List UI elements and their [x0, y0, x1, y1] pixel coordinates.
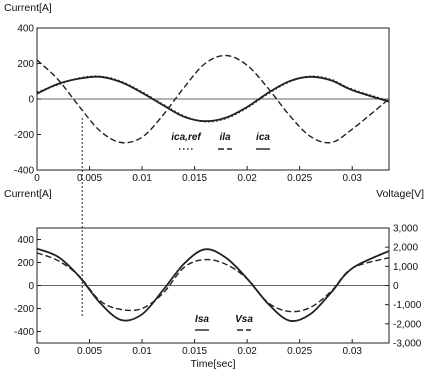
y-tick-label: 0 [28, 281, 34, 292]
y-tick-label: 400 [17, 24, 34, 35]
x-tick-label: 0.01 [132, 346, 152, 357]
chart-2: -400 -200 0 200 400 -3,000 -2,000 -1,000 0 1,000 2… [4, 188, 424, 370]
y-tick-label: 200 [17, 59, 34, 70]
legend-label: Vsa [235, 314, 253, 325]
x-tick-label: 0.025 [287, 173, 312, 184]
series-line-ica [37, 75, 389, 123]
y-tick-label: -400 [14, 327, 34, 338]
y2-tick-label: -2,000 [393, 319, 422, 330]
y-tick-label: -400 [14, 166, 34, 177]
y-tick-label: -200 [14, 130, 34, 141]
legend-label: ica [256, 132, 270, 143]
x-tick-label: 0.02 [237, 173, 257, 184]
legend-label: ila [219, 132, 231, 143]
legend-label: Isa [195, 314, 209, 325]
x-tick-label: 0.02 [237, 346, 257, 357]
y2-axis-title: Voltage[V] [376, 188, 424, 200]
x-tick-label: 0.03 [342, 173, 362, 184]
y-tick-label: -200 [14, 304, 34, 315]
y-tick-label: 0 [28, 95, 34, 106]
x-tick-label: 0.01 [132, 173, 152, 184]
x-tick-label: 0.025 [287, 346, 312, 357]
x-tick-label: 0 [34, 346, 40, 357]
y2-tick-label: 1,000 [393, 262, 418, 273]
y2-tick-label: 0 [393, 281, 399, 292]
x-tick-label: 0 [34, 173, 40, 184]
y2-tick-label: 3,000 [393, 224, 418, 235]
series-line-ila [37, 54, 389, 144]
chart-1: -400 -200 0 200 400 0 0.005 0.01 0.015 0.02 0.025 0… [4, 2, 390, 184]
y-axis-title: Current[A] [4, 2, 52, 14]
x-tick-label: 0.005 [77, 346, 102, 357]
y2-tick-label: -1,000 [393, 300, 422, 311]
x-tick-label: 0.015 [182, 173, 207, 184]
y-tick-label: 200 [17, 258, 34, 269]
x-tick-label: 0.015 [182, 346, 207, 357]
y2-tick-label: 2,000 [393, 243, 418, 254]
series-line-isa [37, 247, 389, 322]
legend-label: ica,ref [171, 132, 202, 143]
x-tick-label: 0.03 [342, 346, 362, 357]
series-line-vsa [37, 252, 389, 313]
y-axis-title: Current[A] [4, 188, 52, 200]
x-axis-title: Time[sec] [190, 358, 235, 370]
y2-tick-label: -3,000 [393, 339, 422, 350]
y-tick-label: 400 [17, 235, 34, 246]
x-tick-label: 0.005 [77, 173, 102, 184]
